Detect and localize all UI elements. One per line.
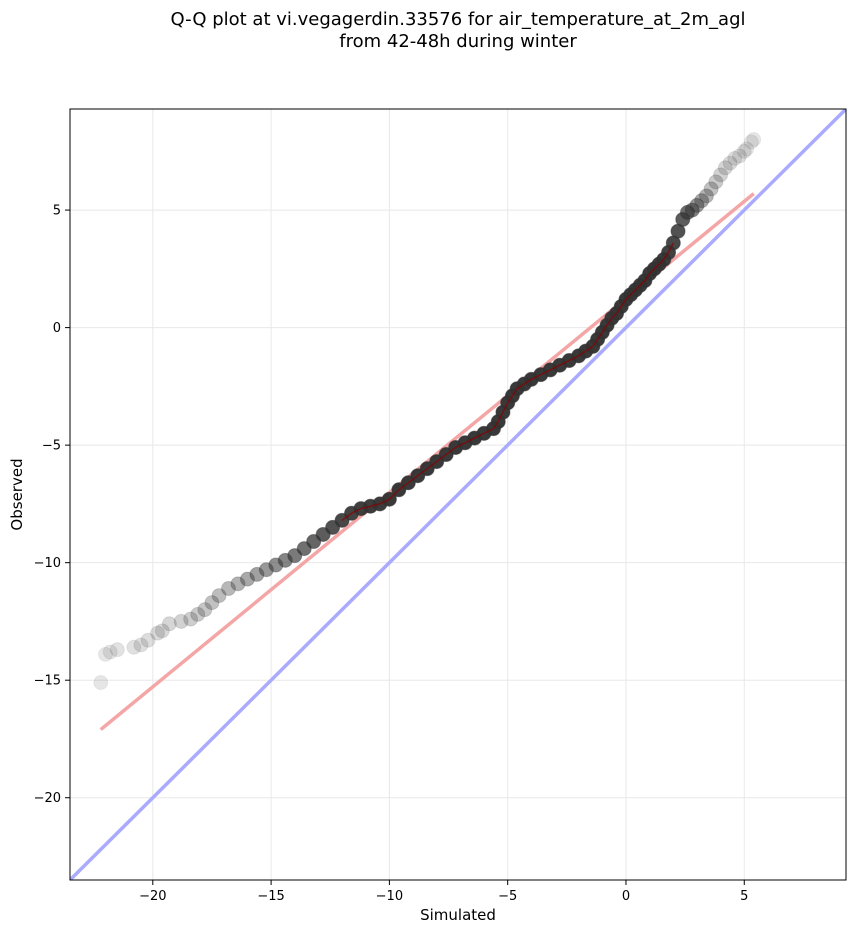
x-tick-label: 0: [622, 889, 630, 904]
quantile-point: [97, 646, 113, 662]
quantile-point: [727, 150, 743, 166]
quantile-point: [183, 611, 199, 627]
y-axis-label: Observed: [8, 458, 26, 530]
chart-title-line-1: Q-Q plot at vi.vegagerdin.33576 for air_…: [170, 9, 746, 30]
quantile-point: [239, 571, 255, 587]
identity-line-layer: [70, 109, 846, 880]
quantile-point: [230, 576, 246, 592]
y-tick-label: −15: [34, 674, 61, 689]
x-tick-label: −5: [498, 889, 517, 904]
y-tick-label: −5: [42, 439, 61, 454]
quantile-point: [736, 143, 752, 159]
quantile-point: [140, 632, 156, 648]
y-tick-label: 5: [53, 204, 61, 219]
x-axis-label: Simulated: [420, 906, 496, 924]
quantile-point: [93, 675, 109, 691]
identity-line: [70, 109, 846, 880]
quantile-point: [717, 160, 733, 176]
x-tick-label: −15: [257, 889, 284, 904]
quantile-point: [109, 642, 125, 658]
y-tick-label: −10: [34, 556, 61, 571]
quantile-point: [197, 602, 213, 618]
quantile-point: [739, 141, 755, 157]
quantile-point: [708, 174, 724, 190]
quantile-point: [154, 623, 170, 639]
y-axis-ticks: −20 −15 −10 −5 0 5: [34, 204, 70, 806]
x-axis-ticks: −20 −15 −10 −5 0 5: [139, 880, 748, 904]
median-trace-layer: [341, 242, 674, 521]
quantile-point: [221, 581, 237, 597]
quantile-point: [133, 637, 149, 653]
median-trace: [341, 242, 674, 521]
quantile-point: [703, 181, 719, 197]
chart-title-line-2: from 42-48h during winter: [339, 31, 577, 52]
quantile-point: [126, 639, 142, 655]
quantile-point: [204, 595, 220, 611]
quantile-point: [698, 188, 714, 204]
x-tick-label: −10: [376, 889, 403, 904]
quantile-point: [102, 644, 118, 660]
quantile-point: [173, 613, 189, 629]
y-tick-label: 0: [53, 321, 61, 336]
quantile-point: [713, 167, 729, 183]
x-tick-label: 5: [740, 889, 748, 904]
quantile-point: [689, 197, 705, 213]
y-tick-label: −20: [34, 791, 61, 806]
quantile-point: [732, 148, 748, 164]
quantile-point: [150, 625, 166, 641]
quantile-point: [694, 193, 710, 209]
x-tick-label: −20: [139, 889, 166, 904]
quantile-point: [211, 588, 227, 604]
quantile-point: [161, 616, 177, 632]
points-layer: [93, 132, 762, 691]
quantile-point: [722, 155, 738, 171]
quantile-point: [746, 132, 762, 148]
quantile-point: [743, 134, 759, 150]
quantile-point: [190, 606, 206, 622]
plot-frame: [69, 108, 847, 881]
